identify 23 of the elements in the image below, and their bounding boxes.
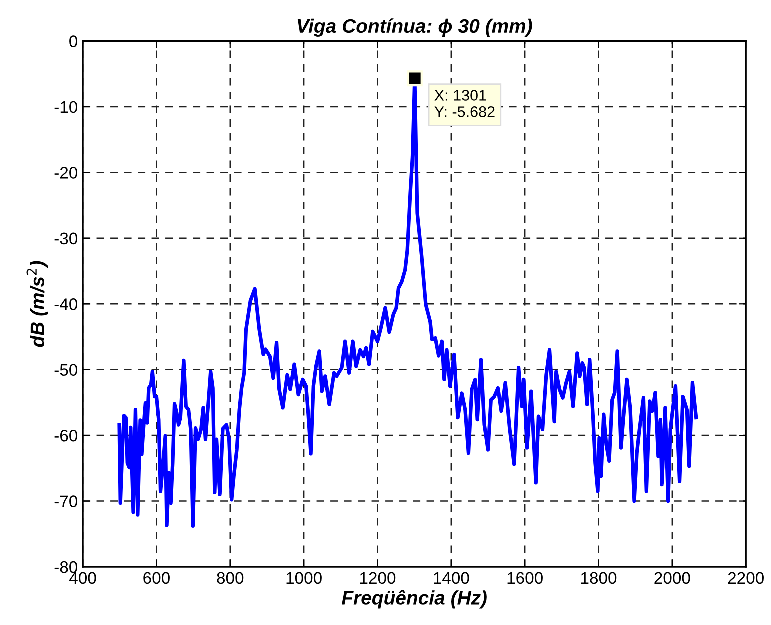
- y-tick-label: -70: [54, 496, 78, 508]
- x-tick-label: 600: [144, 572, 170, 584]
- x-tick-label: 1200: [360, 572, 396, 584]
- x-tick-label: 2000: [654, 572, 690, 584]
- annotation: X: 1301 Y: -5.682: [434, 90, 495, 118]
- y-tick-label: -40: [54, 298, 78, 310]
- x-tick-label: 1400: [434, 572, 470, 584]
- x-axis-title: Freqüência (Hz): [342, 590, 487, 609]
- y-axis-title: dB (m/s$^{2}$): [26, 261, 48, 348]
- y-tick-label: -20: [54, 167, 78, 179]
- x-tick-label: 1600: [508, 572, 543, 584]
- x-tick-label: 400: [70, 572, 96, 584]
- y-tick-label: -60: [54, 430, 78, 442]
- x-tick-label: 800: [217, 572, 244, 584]
- y-tick-label: -80: [54, 561, 78, 574]
- x-tick-label: 2200: [728, 572, 764, 584]
- y-tick-label: -50: [54, 364, 78, 376]
- y-tick-label: -30: [54, 232, 78, 245]
- y-tick-label: -10: [54, 101, 78, 114]
- x-tick-label: 1000: [286, 572, 322, 584]
- chart-title: Viga Contínua: ϕ 30 (mm): [298, 18, 532, 37]
- y-tick-label: 0: [70, 36, 78, 48]
- x-tick-label: 1800: [581, 572, 617, 584]
